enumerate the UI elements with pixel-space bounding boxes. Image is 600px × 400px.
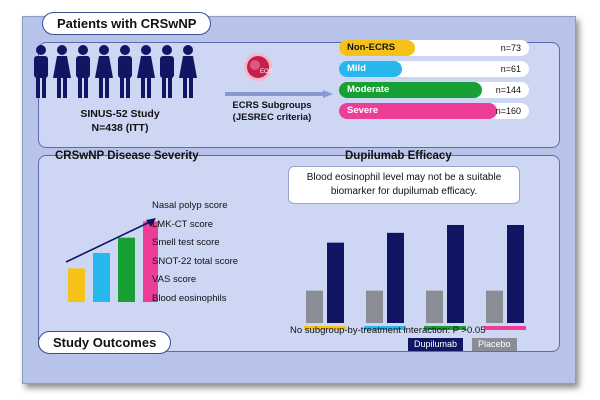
subgroup-n: n=144: [496, 85, 521, 95]
score-item: LMK-CT score: [152, 216, 238, 235]
person-icon: [160, 45, 174, 98]
legend-placebo: Placebo: [472, 338, 517, 351]
dupilumab-bar: [447, 225, 464, 323]
subgroup-color-key: [484, 326, 526, 330]
subgroup-n: n=61: [501, 64, 521, 74]
person-icon: [137, 45, 155, 98]
severity-title: CRSwNP Disease Severity: [55, 150, 199, 162]
subgroup-label: Non-ECRS: [347, 42, 395, 53]
subgroup-row-mild: Mild n=61: [339, 61, 529, 77]
subgroup-bars: Non-ECRS n=73 Mild n=61 Moderate n=144 Severe n…: [339, 40, 529, 124]
subgroup-row-non-ecrs: Non-ECRS n=73: [339, 40, 529, 56]
person-icon: [53, 45, 71, 98]
patients-title: Patients with CRSwNP: [42, 12, 211, 35]
legend-dupilumab: Dupilumab: [408, 338, 463, 351]
subgroup-label: Mild: [347, 63, 366, 74]
score-list: Nasal polyp score LMK-CT score Smell test …: [152, 197, 238, 309]
ecrs-line2: (JESREC criteria): [222, 112, 322, 124]
severity-bar: [68, 268, 85, 302]
person-icon: [95, 45, 113, 98]
subgroup-arrow: [225, 90, 335, 98]
person-icon: [118, 45, 132, 98]
efficacy-title: Dupilumab Efficacy: [345, 150, 452, 162]
efficacy-bar-chart: [272, 206, 542, 334]
interaction-footnote: No subgroup-by-treatment interaction: P …: [290, 325, 485, 336]
study-info: SINUS-52 Study N=438 (ITT): [60, 107, 180, 135]
dupilumab-bar: [327, 243, 344, 323]
subgroup-label: Severe: [347, 105, 378, 116]
score-item: Nasal polyp score: [152, 197, 238, 216]
eos-logo-text: EOS: [260, 69, 273, 75]
score-item: SNOT-22 total score: [152, 253, 238, 272]
placebo-bar: [426, 291, 443, 323]
score-item: Blood eosinophils: [152, 290, 238, 309]
eosinophil-cell-icon: EOS: [243, 52, 273, 82]
dupilumab-bar: [507, 225, 524, 323]
severity-bar: [118, 238, 135, 302]
score-item: VAS score: [152, 271, 238, 290]
subgroup-label: Moderate: [347, 84, 389, 95]
subgroup-row-moderate: Moderate n=144: [339, 82, 529, 98]
study-name: SINUS-52 Study: [60, 107, 180, 121]
callout-line2: biomarker for dupilumab efficacy.: [289, 185, 519, 199]
severity-bar: [93, 253, 110, 302]
person-icon: [34, 45, 48, 98]
subgroup-row-severe: Severe n=160: [339, 103, 529, 119]
ecrs-subgroups-label: ECRS Subgroups (JESREC criteria): [222, 100, 322, 124]
dupilumab-bar: [387, 233, 404, 323]
placebo-bar: [306, 291, 323, 323]
biomarker-callout: Blood eosinophil level may not be a suit…: [288, 166, 520, 204]
subgroup-n: n=160: [496, 106, 521, 116]
placebo-bar: [366, 291, 383, 323]
placebo-bar: [486, 291, 503, 323]
study-n: N=438 (ITT): [60, 121, 180, 135]
subgroup-n: n=73: [501, 43, 521, 53]
score-item: Smell test score: [152, 234, 238, 253]
study-outcomes-title: Study Outcomes: [38, 331, 171, 354]
severity-bar-chart: [38, 190, 158, 312]
person-icon: [76, 45, 90, 98]
patients-people-icons: [33, 44, 203, 102]
callout-line1: Blood eosinophil level may not be a suit…: [289, 171, 519, 185]
person-icon: [179, 45, 197, 98]
ecrs-line1: ECRS Subgroups: [222, 100, 322, 112]
